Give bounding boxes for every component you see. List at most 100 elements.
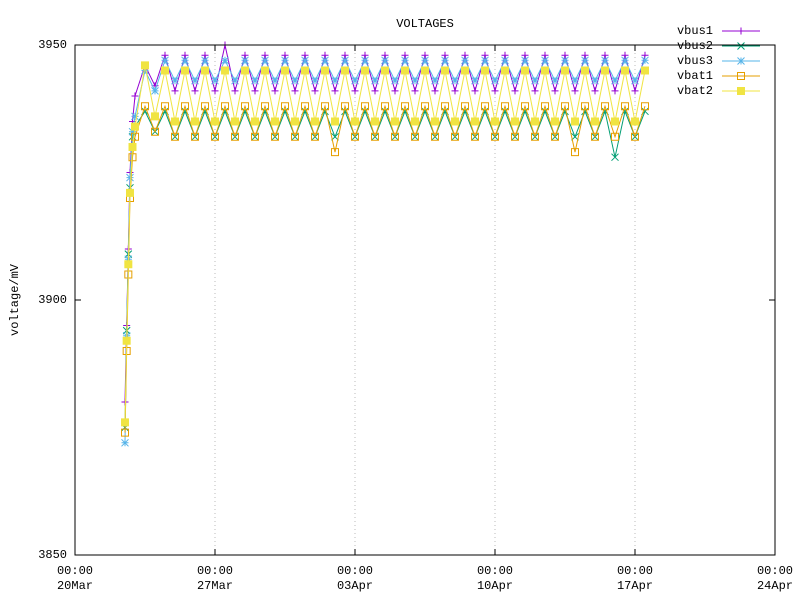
marker [221, 102, 229, 111]
x-tick-label: 00:00 [197, 564, 233, 578]
marker [451, 132, 459, 141]
marker [481, 102, 489, 111]
marker [181, 66, 189, 75]
marker [341, 66, 349, 75]
marker [171, 132, 179, 141]
marker [171, 76, 179, 85]
marker [281, 56, 289, 65]
marker [301, 56, 309, 65]
marker [531, 132, 539, 141]
marker [331, 148, 339, 157]
marker [431, 87, 439, 95]
marker [351, 76, 359, 85]
legend-label: vbus2 [677, 39, 713, 53]
marker [221, 56, 229, 65]
marker [451, 117, 459, 126]
marker [521, 102, 529, 111]
y-tick-label: 3950 [38, 38, 67, 52]
marker [641, 56, 649, 65]
marker [231, 76, 239, 85]
marker [541, 66, 549, 75]
marker [581, 102, 589, 111]
marker [131, 112, 139, 121]
marker [481, 56, 489, 65]
marker [521, 66, 529, 75]
marker [401, 102, 409, 111]
marker [211, 76, 219, 85]
marker [151, 127, 159, 136]
marker [151, 112, 159, 121]
legend-marker [737, 27, 745, 35]
marker [341, 102, 349, 111]
marker [331, 87, 339, 95]
marker [371, 76, 379, 85]
y-tick-label: 3900 [38, 293, 67, 307]
marker [531, 117, 539, 126]
marker [381, 102, 389, 111]
chart-title: VOLTAGES [396, 17, 454, 31]
marker [371, 87, 379, 95]
marker [471, 117, 479, 126]
series [121, 56, 649, 447]
marker [311, 117, 319, 126]
marker [621, 66, 629, 75]
series-line [124, 104, 646, 433]
x-tick-label: 20Mar [57, 579, 93, 593]
marker [181, 56, 189, 65]
marker [571, 76, 579, 85]
series-line [124, 65, 646, 423]
marker [551, 132, 559, 141]
marker [551, 117, 559, 126]
marker [361, 66, 369, 75]
marker [231, 117, 239, 126]
marker [501, 56, 509, 65]
marker [361, 102, 369, 111]
x-tick-label: 00:00 [57, 564, 93, 578]
marker [451, 76, 459, 85]
marker [601, 102, 609, 111]
marker [561, 102, 569, 111]
marker [441, 102, 449, 111]
marker [151, 87, 159, 95]
marker [621, 56, 629, 65]
marker [531, 87, 539, 95]
legend-marker [737, 72, 745, 80]
marker [631, 76, 639, 85]
marker [641, 66, 649, 75]
marker [511, 132, 519, 141]
marker [351, 132, 359, 141]
marker [171, 117, 179, 126]
marker [611, 87, 619, 95]
marker [581, 56, 589, 65]
legend-label: vbat2 [677, 84, 713, 98]
marker [291, 76, 299, 85]
marker [311, 76, 319, 85]
x-tick-label: 10Apr [477, 579, 513, 593]
marker [491, 76, 499, 85]
marker [551, 76, 559, 85]
legend-marker [737, 42, 745, 50]
legend-label: vbus1 [677, 24, 713, 38]
marker [501, 102, 509, 111]
x-tick-label: 24Apr [757, 579, 793, 593]
marker [631, 87, 639, 95]
y-tick-label: 3850 [38, 548, 67, 562]
marker [291, 132, 299, 141]
marker [391, 117, 399, 126]
marker [271, 76, 279, 85]
marker [471, 76, 479, 85]
series [121, 107, 649, 432]
marker [122, 336, 131, 345]
marker [471, 132, 479, 141]
plot-frame [74, 44, 776, 556]
marker [551, 87, 559, 95]
marker [561, 56, 569, 65]
marker [271, 117, 279, 126]
marker [611, 153, 619, 162]
marker [291, 117, 299, 126]
marker [521, 56, 529, 65]
series [121, 61, 649, 427]
marker [201, 56, 209, 65]
